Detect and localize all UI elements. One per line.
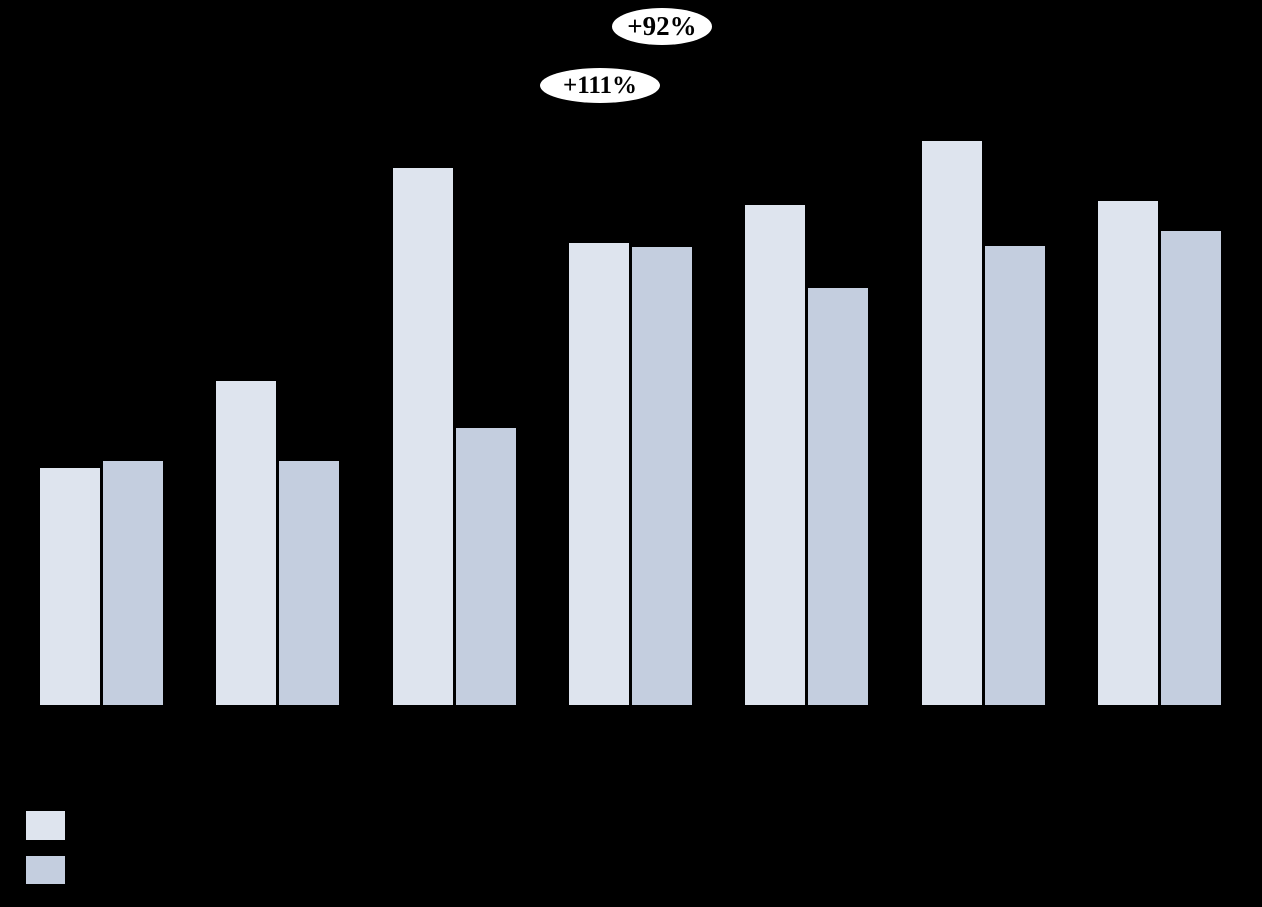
annotation-label-plus-111pct: +111% — [563, 72, 637, 99]
bar-series-2-group-3 — [456, 428, 516, 705]
bar-series-2-group-1 — [103, 461, 163, 705]
bar-series-1-group-4 — [569, 243, 629, 705]
bar-series-2-group-2 — [279, 461, 339, 705]
bar-series-1-group-1 — [40, 468, 100, 705]
annotation-callout-plus-111pct: +111% — [540, 68, 660, 103]
bar-series-1-group-6 — [922, 141, 982, 705]
bar-series-2-group-4 — [632, 247, 692, 705]
annotation-callout-plus-92pct: +92% — [612, 8, 712, 45]
bar-series-1-group-7 — [1098, 201, 1158, 705]
bar-series-1-group-5 — [745, 205, 805, 705]
bar-series-1-group-2 — [216, 381, 276, 705]
bar-series-2-group-7 — [1161, 231, 1221, 705]
annotation-label-plus-92pct: +92% — [627, 11, 697, 41]
bar-series-1-group-3 — [393, 168, 453, 705]
bar-series-2-group-5 — [808, 288, 868, 705]
bar-series-2-group-6 — [985, 246, 1045, 705]
